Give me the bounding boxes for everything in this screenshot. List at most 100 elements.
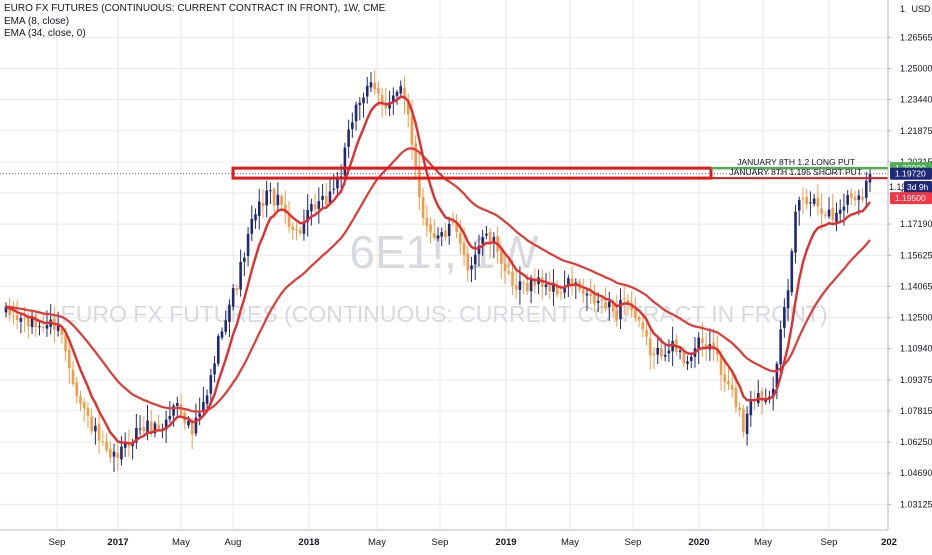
candle-body: [779, 329, 782, 365]
candle: [671, 326, 674, 367]
candle: [235, 284, 239, 295]
candle-body: [421, 197, 425, 218]
candle: [4, 302, 8, 318]
candle: [231, 283, 235, 311]
candle: [608, 291, 611, 321]
candle: [764, 388, 768, 405]
candle: [116, 440, 120, 471]
candle: [730, 371, 734, 398]
candle: [727, 367, 730, 391]
candle: [254, 208, 257, 229]
price-tag-short: 1.19500: [890, 192, 932, 205]
candle: [485, 225, 488, 240]
candle-body: [15, 315, 19, 321]
level-box: [231, 166, 713, 180]
candle-body: [34, 314, 38, 328]
candle: [507, 258, 511, 276]
candle: [97, 411, 101, 454]
candle: [49, 303, 52, 335]
candle: [79, 391, 82, 412]
candle-body: [365, 85, 369, 97]
candle-body: [809, 202, 812, 204]
candle: [153, 420, 157, 438]
candle: [805, 188, 808, 210]
candle: [686, 355, 689, 371]
candle: [123, 432, 127, 457]
candle-body: [615, 310, 619, 321]
candle: [619, 288, 622, 329]
candle-body: [101, 441, 105, 443]
price-axis-label: 1.23440: [900, 95, 932, 105]
candle-body: [414, 143, 417, 170]
candle: [812, 193, 816, 207]
candle: [120, 436, 123, 466]
candle-body: [358, 102, 362, 106]
candle-body: [488, 232, 492, 244]
candle: [246, 227, 250, 267]
candle-body: [686, 361, 689, 364]
candle-body: [805, 196, 808, 205]
candle-body: [317, 201, 321, 209]
candle-body: [786, 290, 790, 309]
candle-body: [634, 309, 637, 318]
candle: [71, 361, 75, 387]
candle: [563, 270, 566, 299]
time-axis-label: May: [172, 537, 190, 548]
candle-body: [71, 369, 75, 384]
candle-body: [559, 292, 563, 294]
candle: [514, 270, 518, 300]
price-tag-short-box: [890, 192, 932, 205]
candle-body: [75, 382, 79, 396]
candle: [209, 368, 213, 405]
price-tag-partial: 1.19: [889, 182, 907, 192]
candle-body: [745, 413, 749, 435]
candles: [4, 70, 872, 472]
candle-body: [570, 278, 574, 285]
candle: [12, 301, 15, 325]
candle: [738, 402, 741, 417]
candle-body: [306, 210, 309, 222]
candle: [287, 201, 291, 233]
candle-body: [790, 251, 794, 293]
candle-body: [79, 396, 82, 404]
candle: [440, 227, 444, 246]
candle-body: [45, 325, 49, 329]
candle: [138, 415, 142, 436]
candle-body: [514, 285, 518, 290]
candle-body: [392, 95, 395, 103]
candle-body: [120, 446, 123, 460]
candle-body: [716, 348, 719, 355]
candle: [112, 443, 116, 472]
candle: [447, 216, 451, 245]
candle-body: [190, 422, 194, 435]
candle-body: [526, 282, 529, 292]
candle: [75, 377, 79, 404]
candle: [645, 320, 648, 346]
candle: [146, 404, 149, 441]
candle-body: [648, 338, 652, 356]
candle-body: [783, 307, 786, 328]
candle-body: [202, 402, 205, 412]
candle: [313, 193, 317, 213]
candle-body: [60, 327, 64, 335]
candle-body: [269, 190, 272, 192]
candle-body: [64, 335, 67, 352]
candle-body: [835, 212, 838, 222]
price-axis-label: 1.07815: [900, 406, 932, 416]
candle: [615, 295, 619, 327]
candle-body: [619, 299, 622, 320]
candle-body: [459, 232, 462, 244]
candle-body: [816, 197, 820, 207]
candle-body: [604, 301, 607, 309]
candle-body: [548, 285, 552, 292]
candle: [168, 401, 172, 423]
candle-body: [332, 188, 336, 190]
candle-body: [224, 320, 228, 332]
candle: [354, 101, 358, 131]
candle-body: [276, 194, 280, 206]
candle: [414, 135, 417, 179]
candle-body: [272, 188, 276, 206]
candle: [678, 347, 682, 360]
